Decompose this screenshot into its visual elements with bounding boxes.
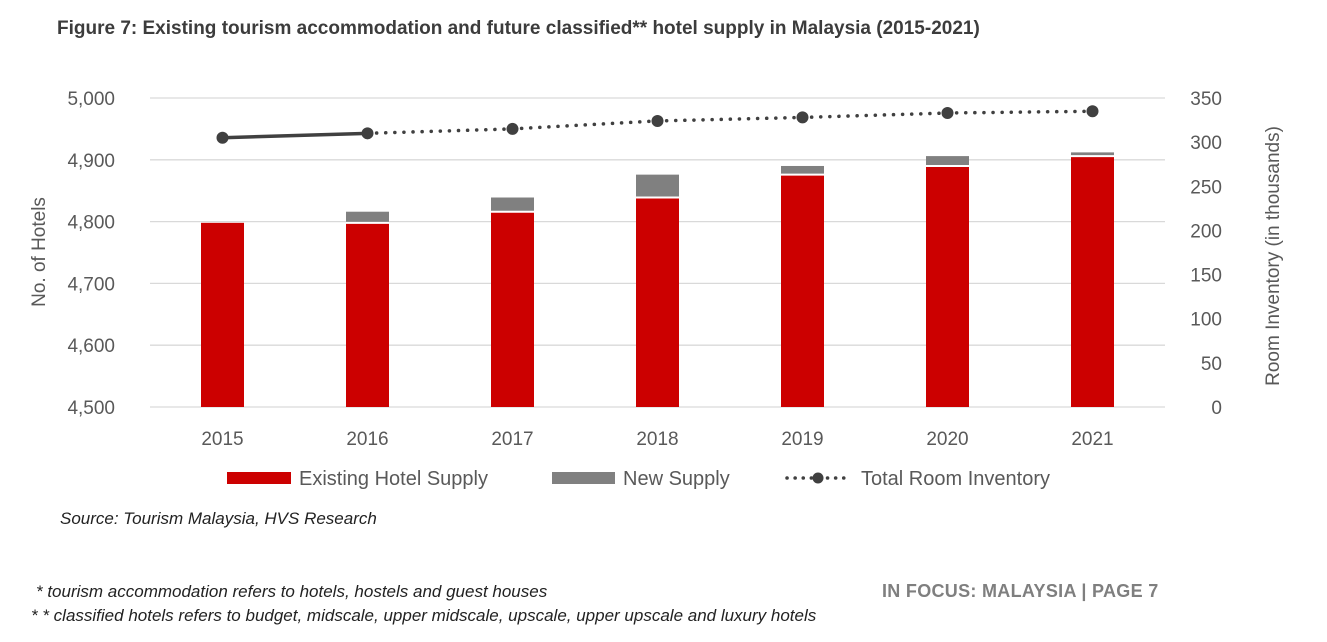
- inventory-line-segment: [945, 109, 1095, 115]
- bar-new-supply: [346, 211, 389, 223]
- bar-new-supply: [636, 174, 679, 198]
- legend-swatch-marker: [812, 472, 824, 484]
- y2-tick-label: 350: [1190, 89, 1222, 110]
- bar-existing-supply: [926, 165, 969, 407]
- inventory-point: [216, 131, 229, 144]
- inventory-line: [216, 105, 1099, 144]
- x-tick-label: 2020: [926, 429, 968, 450]
- footnote-2: * * classified hotels refers to budget, …: [31, 606, 817, 625]
- x-tick-label: 2017: [491, 429, 533, 450]
- right-axis-ticks: 0 50 100 150 200 250 300 350: [1190, 89, 1222, 419]
- left-axis-title: No. of Hotels: [29, 197, 50, 307]
- page-tag: IN FOCUS: MALAYSIA | PAGE 7: [882, 581, 1159, 601]
- left-axis-ticks: 4,500 4,600 4,700 4,800 4,900 5,000: [67, 89, 115, 419]
- x-tick-label: 2015: [201, 429, 243, 450]
- bar-existing-supply: [636, 197, 679, 407]
- legend: Existing Hotel Supply New Supply Total R…: [227, 468, 1050, 490]
- inventory-point: [1086, 105, 1099, 118]
- inventory-point: [941, 107, 954, 120]
- y-tick-label: 4,800: [67, 213, 115, 234]
- bar-existing-supply: [201, 222, 244, 407]
- bar-existing-supply: [491, 211, 534, 407]
- legend-swatch-new-supply: [552, 472, 615, 484]
- legend-label-existing: Existing Hotel Supply: [299, 468, 488, 490]
- legend-swatch-existing: [227, 472, 291, 484]
- inventory-line-segment: [655, 115, 805, 123]
- footnote-1: * tourism accommodation refers to hotels…: [36, 582, 548, 601]
- x-tick-label: 2019: [781, 429, 823, 450]
- bars: [201, 152, 1114, 407]
- inventory-point: [651, 114, 664, 127]
- y2-tick-label: 50: [1201, 354, 1222, 375]
- inventory-point: [796, 111, 809, 124]
- x-axis-ticks: 2015 2016 2017 2018 2019 2020 2021: [201, 429, 1113, 450]
- legend-label-new-supply: New Supply: [623, 468, 730, 490]
- x-tick-label: 2016: [346, 429, 388, 450]
- right-axis-title: Room Inventory (in thousands): [1263, 126, 1284, 386]
- inventory-line-segment: [510, 119, 660, 131]
- inventory-line-segment: [220, 131, 370, 140]
- y2-tick-label: 100: [1190, 310, 1222, 331]
- inventory-point: [361, 127, 374, 140]
- figure-title: Figure 7: Existing tourism accommodation…: [57, 18, 980, 39]
- bar-new-supply: [1071, 152, 1114, 157]
- bar-new-supply: [781, 165, 824, 175]
- y-tick-label: 4,600: [67, 336, 115, 357]
- source-note: Source: Tourism Malaysia, HVS Research: [60, 509, 377, 528]
- y2-tick-label: 300: [1190, 133, 1222, 154]
- legend-label-inventory: Total Room Inventory: [861, 468, 1050, 490]
- y2-tick-label: 150: [1190, 266, 1222, 287]
- inventory-line-segment: [800, 111, 950, 120]
- y2-tick-label: 200: [1190, 221, 1222, 242]
- x-tick-label: 2021: [1071, 429, 1113, 450]
- bar-existing-supply: [346, 222, 389, 407]
- y-tick-label: 4,700: [67, 274, 115, 295]
- inventory-line-segment: [365, 127, 515, 136]
- y-tick-label: 4,900: [67, 151, 115, 172]
- bar-new-supply: [491, 197, 534, 212]
- x-tick-label: 2018: [636, 429, 678, 450]
- bar-existing-supply: [781, 174, 824, 407]
- y2-tick-label: 250: [1190, 177, 1222, 198]
- inventory-point: [506, 122, 519, 135]
- bar-new-supply: [926, 156, 969, 166]
- bar-existing-supply: [1071, 156, 1114, 407]
- y-tick-label: 4,500: [67, 398, 115, 419]
- y-tick-label: 5,000: [67, 89, 115, 110]
- y2-tick-label: 0: [1211, 398, 1222, 419]
